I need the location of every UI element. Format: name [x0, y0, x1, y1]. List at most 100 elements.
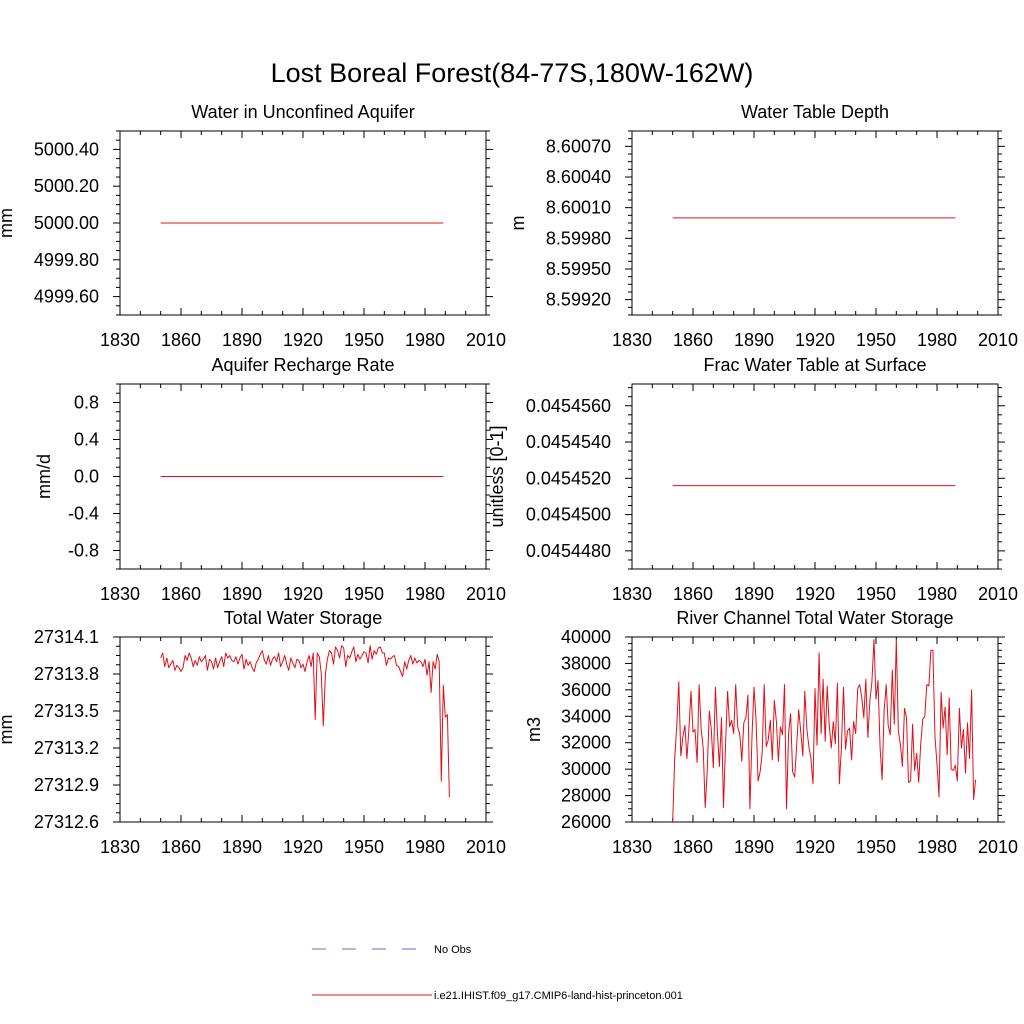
- x-tick-label: 1980: [405, 837, 445, 857]
- y-tick-label: 0.0454520: [526, 468, 611, 488]
- x-tick-label: 1920: [283, 837, 323, 857]
- x-tick-label: 2010: [466, 330, 506, 350]
- y-tick-label: 34000: [561, 706, 611, 726]
- y-tick-label: 4999.80: [34, 250, 99, 270]
- x-tick-label: 1860: [673, 837, 713, 857]
- x-tick-label: 2010: [466, 584, 506, 604]
- legend: No Obs i.e21.IHIST.f09_g17.CMIP6-land-hi…: [312, 944, 683, 1002]
- y-tick-label: 4999.60: [34, 287, 99, 307]
- y-tick-label: 27313.5: [34, 701, 99, 721]
- x-tick-label: 1860: [673, 330, 713, 350]
- legend-label-no-obs: No Obs: [434, 944, 472, 956]
- chart-panel-2: Water Table Depth 1830 1860 1890 1920 1950 198…: [508, 102, 1018, 350]
- panel-title: Aquifer Recharge Rate: [211, 355, 394, 375]
- x-tick-label: 1980: [917, 330, 957, 350]
- y-axis-label: mm: [0, 715, 16, 745]
- panel-title: Frac Water Table at Surface: [703, 355, 926, 375]
- y-tick-label: 0.8: [74, 393, 99, 413]
- series-line: [672, 639, 977, 823]
- x-tick-label: 1980: [917, 837, 957, 857]
- x-tick-label: 1860: [161, 330, 201, 350]
- x-tick-label: 1830: [100, 837, 140, 857]
- y-tick-label: 27313.2: [34, 738, 99, 758]
- x-tick-label: 1830: [612, 330, 652, 350]
- y-tick-label: 0.0454560: [526, 396, 611, 416]
- figure-title: Lost Boreal Forest(84-77S,180W-162W): [271, 58, 754, 88]
- y-axis-label: m3: [524, 717, 544, 742]
- panel-title: Water Table Depth: [741, 102, 889, 122]
- y-tick-label: 27313.8: [34, 664, 99, 684]
- y-tick-label: 27312.9: [34, 775, 99, 795]
- y-tick-label: 5000.20: [34, 176, 99, 196]
- x-tick-label: 1950: [344, 837, 384, 857]
- y-tick-label: 8.59950: [546, 259, 611, 279]
- y-tick-label: -0.8: [68, 541, 99, 561]
- legend-label-model: i.e21.IHIST.f09_g17.CMIP6-land-hist-prin…: [434, 990, 683, 1002]
- x-tick-label: 1830: [612, 584, 652, 604]
- y-tick-label: 8.60010: [546, 198, 611, 218]
- y-tick-label: 26000: [561, 812, 611, 832]
- x-tick-label: 1860: [673, 584, 713, 604]
- y-tick-label: 8.59980: [546, 228, 611, 248]
- x-tick-label: 1950: [344, 584, 384, 604]
- panel-title: Water in Unconfined Aquifer: [191, 102, 414, 122]
- x-tick-label: 1860: [161, 837, 201, 857]
- x-tick-label: 1920: [795, 330, 835, 350]
- x-tick-label: 1950: [856, 837, 896, 857]
- y-tick-label: 0.0: [74, 467, 99, 487]
- x-tick-label: 1980: [405, 330, 445, 350]
- y-tick-label: 0.0454540: [526, 432, 611, 452]
- x-tick-label: 2010: [978, 837, 1018, 857]
- x-tick-label: 1830: [100, 584, 140, 604]
- x-tick-label: 1950: [856, 584, 896, 604]
- y-tick-label: 38000: [561, 653, 611, 673]
- y-axis-label: unitless [0-1]: [487, 425, 507, 527]
- series-line: [160, 645, 450, 798]
- x-tick-label: 1920: [795, 584, 835, 604]
- y-tick-label: 27314.1: [34, 627, 99, 647]
- x-tick-label: 1950: [856, 330, 896, 350]
- y-axis-label: m: [508, 216, 528, 231]
- x-tick-label: 2010: [978, 330, 1018, 350]
- y-tick-label: 30000: [561, 759, 611, 779]
- y-tick-label: 28000: [561, 786, 611, 806]
- x-tick-label: 1920: [283, 584, 323, 604]
- y-tick-label: 5000.40: [34, 139, 99, 159]
- x-tick-label: 1980: [917, 584, 957, 604]
- x-tick-label: 1890: [734, 837, 774, 857]
- x-tick-label: 1830: [100, 330, 140, 350]
- chart-panel-3: Aquifer Recharge Rate 1830 1860 1890 1920 195…: [34, 355, 506, 604]
- y-tick-label: 40000: [561, 627, 611, 647]
- y-tick-label: 5000.00: [34, 213, 99, 233]
- y-tick-label: 0.0454480: [526, 541, 611, 561]
- x-tick-label: 1980: [405, 584, 445, 604]
- x-tick-label: 1860: [161, 584, 201, 604]
- chart-panel-1: Water in Unconfined Aquifer 1830 1860 1890 1…: [0, 102, 506, 350]
- x-tick-label: 1890: [222, 584, 262, 604]
- x-tick-label: 1920: [283, 330, 323, 350]
- panels: Water in Unconfined Aquifer 1830 1860 1890 1…: [0, 102, 1018, 857]
- x-tick-label: 1950: [344, 330, 384, 350]
- chart-panel-4: Frac Water Table at Surface 1830 1860 1890 1…: [487, 355, 1018, 604]
- y-tick-label: 36000: [561, 680, 611, 700]
- y-tick-label: 8.60070: [546, 136, 611, 156]
- x-tick-label: 1830: [612, 837, 652, 857]
- panel-title: Total Water Storage: [224, 608, 382, 628]
- y-tick-label: -0.4: [68, 504, 99, 524]
- panel-title: River Channel Total Water Storage: [676, 608, 953, 628]
- x-tick-label: 2010: [466, 837, 506, 857]
- chart-panel-5: Total Water Storage 1830 1860 1890 1920 1950 1…: [0, 608, 506, 857]
- y-tick-label: 27312.6: [34, 812, 99, 832]
- x-tick-label: 1890: [734, 584, 774, 604]
- x-tick-label: 1890: [222, 330, 262, 350]
- y-tick-label: 8.60040: [546, 167, 611, 187]
- y-axis-label: mm/d: [34, 454, 54, 499]
- y-tick-label: 0.0454500: [526, 505, 611, 525]
- y-tick-label: 8.59920: [546, 290, 611, 310]
- y-tick-label: 32000: [561, 733, 611, 753]
- y-axis-label: mm: [0, 208, 16, 238]
- x-tick-label: 1890: [222, 837, 262, 857]
- y-tick-label: 0.4: [74, 430, 99, 450]
- x-tick-label: 1920: [795, 837, 835, 857]
